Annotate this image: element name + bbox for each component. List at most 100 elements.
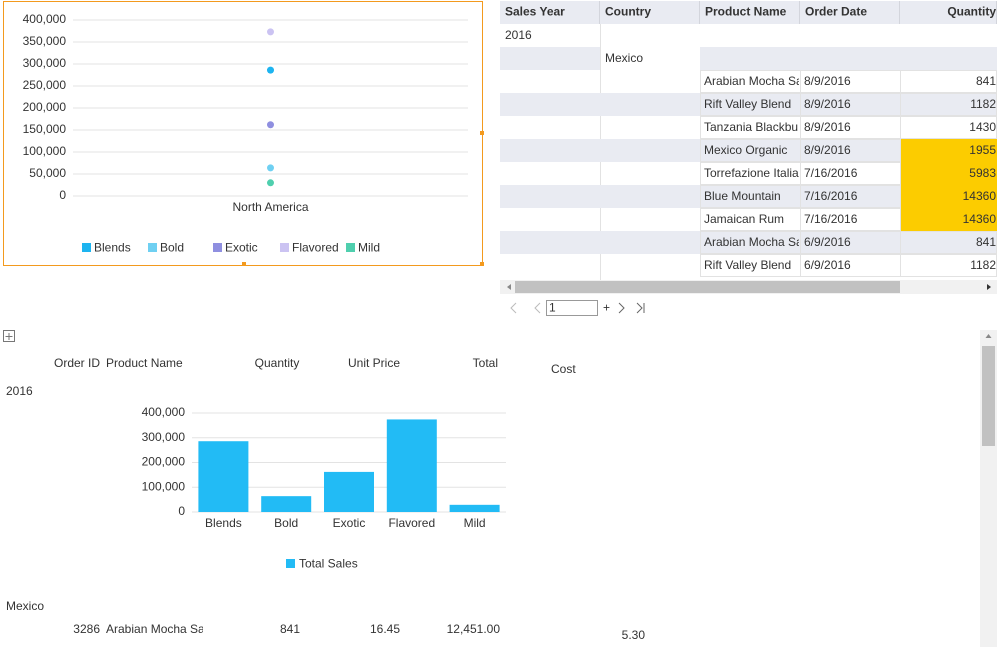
cell-border xyxy=(700,70,997,93)
bar xyxy=(386,419,437,512)
scroll-left[interactable] xyxy=(507,284,511,290)
quantity-cell: 1955 xyxy=(969,143,996,157)
handle xyxy=(242,262,246,266)
dot xyxy=(267,28,274,36)
quantity-cell: 841 xyxy=(976,235,996,249)
legend-swatch xyxy=(148,243,157,252)
y-tick-label: 100,000 xyxy=(23,144,67,158)
product-cell: Torrefazione Italia xyxy=(704,166,799,180)
column-header: Product Name xyxy=(705,5,787,19)
move-icon xyxy=(5,333,13,340)
handle xyxy=(480,262,484,266)
report-cell: Arabian Mocha Sa xyxy=(106,622,205,636)
report-cell: 3286 xyxy=(73,622,100,636)
page-input[interactable] xyxy=(546,300,598,316)
y-tick-label: 400,000 xyxy=(23,12,67,26)
date-cell: 8/9/2016 xyxy=(804,97,851,111)
column-header: Country xyxy=(605,5,651,19)
page-number[interactable]: 1 xyxy=(549,301,556,315)
report-year: 2016 xyxy=(6,384,33,398)
date-cell: 6/9/2016 xyxy=(804,258,851,272)
y-tick-label: 200,000 xyxy=(23,100,67,114)
scroll-right[interactable] xyxy=(987,284,991,290)
row-bg xyxy=(500,139,700,162)
y-tick-label: 50,000 xyxy=(29,166,66,180)
row-bg xyxy=(700,231,997,254)
report-header: Cost xyxy=(551,362,576,376)
quantity-cell: 1182 xyxy=(970,97,996,111)
pager-add[interactable]: + xyxy=(603,301,610,315)
report-cell: 16.45 xyxy=(370,622,400,636)
highlight xyxy=(901,162,997,185)
y-tick-label: 400,000 xyxy=(142,405,186,419)
country-cell: Mexico xyxy=(605,51,643,65)
chart-frame[interactable] xyxy=(3,1,483,266)
y-tick-label: 350,000 xyxy=(23,34,67,48)
quantity-cell: 841 xyxy=(976,74,996,88)
legend-swatch xyxy=(286,559,295,568)
report-header: Quantity xyxy=(255,356,300,370)
report-header: Unit Price xyxy=(348,356,400,370)
dot xyxy=(267,66,274,74)
legend-label: Flavored xyxy=(292,241,339,255)
bar xyxy=(261,496,312,512)
x-tick-label: Blends xyxy=(205,516,242,530)
bar xyxy=(324,471,374,512)
product-cell: Rift Valley Blend xyxy=(704,258,791,272)
row-bg xyxy=(500,47,600,70)
legend-swatch xyxy=(82,243,91,252)
bar xyxy=(449,504,500,512)
legend-swatch xyxy=(213,243,222,252)
scroll-up[interactable] xyxy=(985,334,992,338)
date-cell: 7/16/2016 xyxy=(804,212,858,226)
highlight xyxy=(901,139,997,162)
product-cell: Jamaican Rum xyxy=(704,212,784,226)
legend-label: Mild xyxy=(358,241,380,255)
report-header: Total xyxy=(473,356,498,370)
date-cell: 8/9/2016 xyxy=(804,120,851,134)
cell-border xyxy=(700,231,997,254)
y-tick-label: 100,000 xyxy=(142,479,186,493)
y-tick-label: 250,000 xyxy=(23,78,67,92)
date-cell: 7/16/2016 xyxy=(804,189,858,203)
v-scroll-thumb[interactable] xyxy=(982,346,995,446)
report-country: Mexico xyxy=(6,599,44,613)
h-scroll-thumb[interactable] xyxy=(515,281,900,293)
product-cell: Arabian Mocha Sa xyxy=(704,235,803,249)
column-header: Quantity xyxy=(947,5,996,19)
y-tick-label: 300,000 xyxy=(142,430,186,444)
quantity-cell: 1430 xyxy=(969,120,996,134)
pager-prev[interactable] xyxy=(510,302,541,314)
date-cell: 7/16/2016 xyxy=(804,166,858,180)
report-cell: 12,451.00 xyxy=(447,622,501,636)
product-cell: Mexico Organic xyxy=(704,143,787,157)
report-header: Order ID xyxy=(54,356,100,370)
report-header: Product Name xyxy=(106,356,183,370)
handle xyxy=(480,131,484,135)
pager-next[interactable] xyxy=(618,302,645,314)
quantity-cell: 14360 xyxy=(963,212,997,226)
row-bg xyxy=(700,47,997,70)
legend-swatch xyxy=(280,243,289,252)
x-tick-label: North America xyxy=(232,200,308,214)
legend-swatch xyxy=(346,243,355,252)
year-cell: 2016 xyxy=(505,28,532,42)
highlight xyxy=(901,185,997,208)
row-bg xyxy=(500,93,700,116)
product-cell: Rift Valley Blend xyxy=(704,97,791,111)
column-header: Order Date xyxy=(805,5,867,19)
cell-border xyxy=(700,93,997,116)
report-cost: 5.30 xyxy=(622,628,646,642)
table-header-bg xyxy=(500,1,997,24)
column-header: Sales Year xyxy=(505,5,565,19)
quantity-cell: 5983 xyxy=(969,166,996,180)
legend-label: Blends xyxy=(94,241,131,255)
row-bg xyxy=(700,93,997,116)
date-cell: 8/9/2016 xyxy=(804,143,851,157)
cell-border xyxy=(700,116,997,139)
y-tick-label: 0 xyxy=(59,188,66,202)
y-tick-label: 200,000 xyxy=(142,455,186,469)
date-cell: 8/9/2016 xyxy=(804,74,851,88)
x-tick-label: Exotic xyxy=(333,516,366,530)
